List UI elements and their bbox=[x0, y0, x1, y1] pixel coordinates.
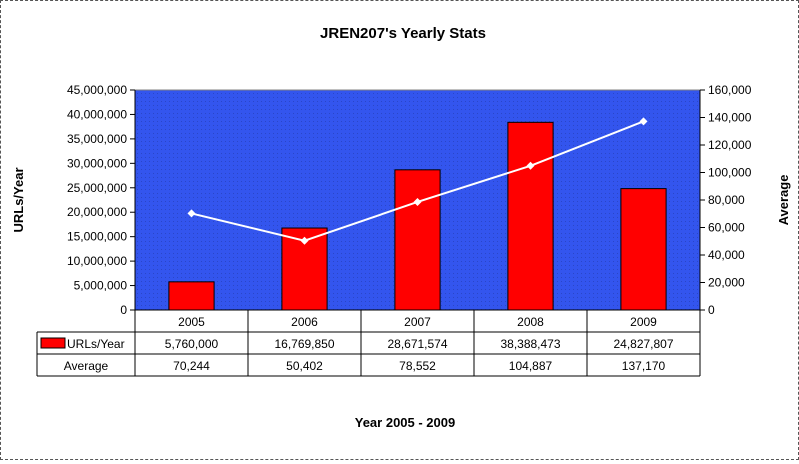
y2-tick-label: 0 bbox=[708, 303, 715, 317]
x-axis-title: Year 2005 - 2009 bbox=[355, 415, 455, 430]
x-tick-label: 2005 bbox=[178, 315, 205, 329]
average-point bbox=[187, 209, 196, 218]
y-tick-label: 5,000,000 bbox=[74, 279, 128, 293]
legend-label-average: Average bbox=[64, 359, 109, 373]
average-point bbox=[526, 161, 535, 170]
y-tick-label: 45,000,000 bbox=[67, 83, 127, 97]
legend-key-urls bbox=[40, 337, 66, 349]
bar bbox=[168, 281, 215, 311]
y-tick-label: 30,000,000 bbox=[67, 156, 127, 170]
y2-tick-label: 20,000 bbox=[708, 276, 745, 290]
table-cell-average: 70,244 bbox=[173, 359, 210, 373]
y2-tick-label: 100,000 bbox=[708, 166, 752, 180]
y-tick-label: 15,000,000 bbox=[67, 230, 127, 244]
y-tick-label: 0 bbox=[120, 303, 127, 317]
bar bbox=[620, 188, 667, 311]
average-point bbox=[413, 197, 422, 206]
y-tick-label: 20,000,000 bbox=[67, 205, 127, 219]
bar bbox=[507, 121, 554, 311]
y2-tick-label: 120,000 bbox=[708, 138, 752, 152]
left-axis: 0 5,000,000 10,000,000 15,000,000 20,000,000… bbox=[67, 83, 136, 317]
x-tick-label: 2007 bbox=[404, 315, 431, 329]
bar-series bbox=[168, 121, 667, 311]
y-tick-label: 25,000,000 bbox=[67, 181, 127, 195]
table-cell-urls: 28,671,574 bbox=[387, 337, 447, 351]
table-cell-average: 50,402 bbox=[286, 359, 323, 373]
y2-tick-label: 40,000 bbox=[708, 248, 745, 262]
y2-axis-title: Average bbox=[776, 175, 791, 226]
chart-title: JREN207's Yearly Stats bbox=[320, 25, 486, 42]
x-tick-label: 2008 bbox=[517, 315, 544, 329]
y2-tick-label: 80,000 bbox=[708, 193, 745, 207]
bar bbox=[394, 169, 441, 311]
y-tick-label: 35,000,000 bbox=[67, 132, 127, 146]
table-cell-urls: 16,769,850 bbox=[274, 337, 334, 351]
data-table: 2005 5,760,000 70,244 2006 16,769,850 50,402 2… bbox=[36, 309, 701, 377]
table-cell-urls: 24,827,807 bbox=[613, 337, 673, 351]
average-line-series bbox=[187, 117, 648, 245]
right-axis: 0 20,000 40,000 60,000 80,000 100,000 120,000 1… bbox=[699, 83, 752, 317]
table-cell-average: 137,170 bbox=[622, 359, 666, 373]
average-point bbox=[300, 236, 309, 245]
table-cell-average: 104,887 bbox=[509, 359, 553, 373]
y-tick-label: 40,000,000 bbox=[67, 107, 127, 121]
x-tick-label: 2006 bbox=[291, 315, 318, 329]
y-tick-label: 10,000,000 bbox=[67, 254, 127, 268]
y2-tick-label: 160,000 bbox=[708, 83, 752, 97]
x-tick-label: 2009 bbox=[630, 315, 657, 329]
y2-tick-label: 60,000 bbox=[708, 221, 745, 235]
table-cell-urls: 38,388,473 bbox=[500, 337, 560, 351]
legend-label-urls: URLs/Year bbox=[67, 337, 125, 351]
table-cell-average: 78,552 bbox=[399, 359, 436, 373]
average-point bbox=[639, 117, 648, 126]
y2-tick-label: 140,000 bbox=[708, 111, 752, 125]
table-cell-urls: 5,760,000 bbox=[165, 337, 219, 351]
y-axis-title: URLs/Year bbox=[11, 167, 26, 232]
